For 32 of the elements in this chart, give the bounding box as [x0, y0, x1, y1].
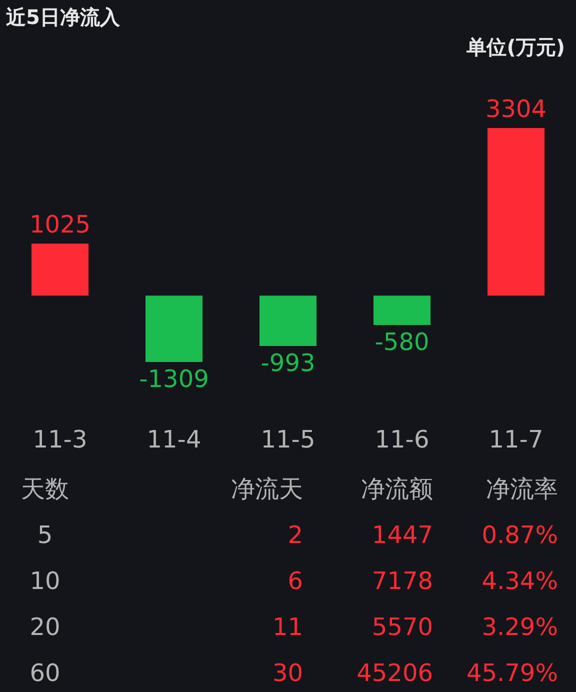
text: 60	[30, 659, 60, 687]
text: 4.34%	[482, 567, 558, 595]
text: 45.79%	[466, 659, 558, 687]
text: 6	[288, 567, 303, 595]
chart-title: 近5日净流入	[5, 5, 121, 29]
text: 45206	[356, 659, 433, 687]
x-tick-label: 11-4	[146, 426, 202, 454]
x-tick-label: 11-7	[488, 426, 544, 454]
data-label: 1025	[29, 210, 91, 239]
text: 5	[37, 521, 53, 549]
x-tick-label: 11-3	[32, 426, 88, 454]
text: 1447	[372, 521, 433, 549]
text: 净流额	[361, 475, 433, 503]
text: 20	[30, 613, 60, 641]
text: 净流率	[486, 475, 558, 503]
data-label: -580	[374, 328, 430, 356]
data-label: 3304	[485, 95, 547, 123]
x-tick-label: 11-5	[260, 426, 316, 454]
text: 5570	[372, 613, 433, 641]
x-tick-label: 11-6	[374, 426, 430, 454]
text: 7178	[372, 567, 433, 595]
data-label: -993	[260, 348, 316, 377]
text: 10	[30, 567, 60, 595]
data-label: -1309	[139, 365, 209, 393]
text: 0.87%	[482, 521, 558, 549]
text: 11	[272, 613, 303, 641]
text: 3.29%	[482, 613, 558, 641]
text: 30	[272, 659, 303, 687]
text: 单位(万元)	[466, 35, 565, 59]
text: 2	[288, 521, 303, 549]
text: 天数	[21, 475, 69, 503]
text: 净流天	[231, 475, 303, 503]
